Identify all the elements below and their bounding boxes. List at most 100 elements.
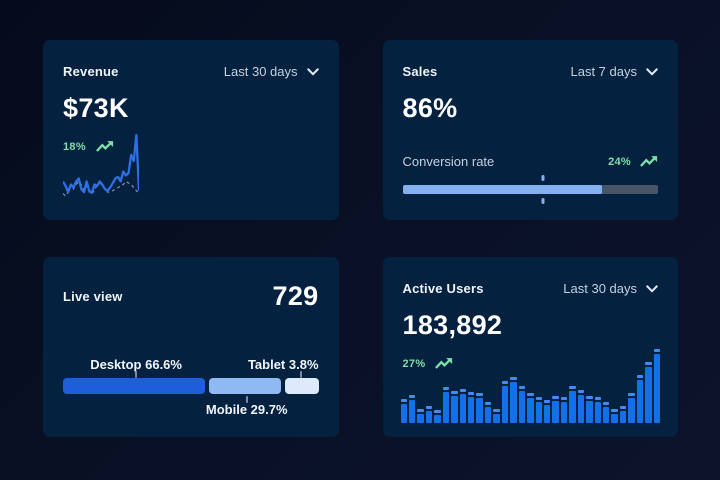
active-users-card: Active Users Last 30 days 183,892 27% bbox=[382, 257, 678, 437]
bar-cap bbox=[501, 380, 509, 384]
sales-card: Sales Last 7 days 86% Conversion rate 24… bbox=[382, 40, 678, 220]
bar-body bbox=[417, 413, 424, 423]
revenue-range-dropdown[interactable]: Last 30 days bbox=[224, 64, 319, 79]
bar-cap bbox=[451, 391, 458, 395]
desktop-tick bbox=[135, 371, 138, 378]
user-bar bbox=[476, 393, 483, 423]
bar-cap bbox=[476, 393, 483, 397]
bar-cap bbox=[468, 391, 475, 395]
bar-cap bbox=[425, 405, 433, 409]
bar-body bbox=[408, 399, 416, 423]
progress-track bbox=[402, 185, 658, 194]
bar-cap bbox=[527, 393, 534, 397]
sales-delta: 24% bbox=[608, 155, 631, 168]
user-bar bbox=[442, 387, 450, 423]
user-bar bbox=[417, 408, 424, 423]
bar-body bbox=[577, 394, 585, 423]
bar-cap bbox=[408, 394, 416, 398]
bar-cap bbox=[535, 397, 542, 401]
live-view-title: Live view bbox=[63, 289, 123, 304]
active-users-delta: 27% bbox=[402, 357, 426, 370]
active-users-range-dropdown[interactable]: Last 30 days bbox=[563, 281, 658, 296]
conversion-rate-delta: 24% bbox=[608, 155, 658, 168]
bar-cap bbox=[594, 397, 601, 401]
trending-up-icon bbox=[640, 156, 658, 167]
bar-cap bbox=[560, 397, 568, 401]
revenue-delta-row: 18% bbox=[63, 140, 319, 153]
user-bar bbox=[493, 408, 500, 423]
chevron-down-icon bbox=[306, 67, 319, 75]
bar-cap bbox=[603, 401, 610, 405]
user-bar bbox=[577, 389, 585, 423]
sales-range-label: Last 7 days bbox=[570, 64, 638, 79]
tablet-tick bbox=[300, 371, 303, 378]
bar-body bbox=[442, 392, 450, 423]
user-bar bbox=[425, 405, 433, 423]
active-users-range-label: Last 30 days bbox=[563, 281, 637, 296]
bar-body bbox=[459, 393, 466, 423]
user-bar bbox=[535, 397, 542, 423]
user-bar bbox=[510, 377, 517, 423]
sales-range-dropdown[interactable]: Last 7 days bbox=[571, 64, 659, 79]
bar-body bbox=[425, 410, 433, 423]
active-users-value: 183,892 bbox=[402, 310, 503, 340]
bar-body bbox=[594, 402, 601, 423]
live-view-value: 729 bbox=[272, 281, 319, 311]
bar-body bbox=[476, 398, 483, 423]
bar-cap bbox=[653, 349, 661, 352]
sales-card-header: Sales Last 7 days bbox=[403, 64, 659, 79]
segment-mobile bbox=[208, 378, 282, 394]
user-bar bbox=[611, 408, 618, 423]
bar-cap bbox=[611, 408, 618, 412]
bar-cap bbox=[577, 389, 585, 393]
user-bar bbox=[628, 393, 635, 423]
bar-body bbox=[611, 413, 618, 423]
conversion-rate-label: Conversion rate bbox=[402, 154, 495, 169]
chevron-down-icon bbox=[646, 67, 658, 75]
conversion-progress bbox=[402, 175, 658, 204]
live-view-header: Live view 729 bbox=[63, 281, 319, 312]
bar-body bbox=[603, 406, 610, 423]
bar-body bbox=[518, 391, 526, 423]
live-view-card: Live view 729 Desktop 66.6% Tablet 3.8% … bbox=[43, 257, 339, 437]
user-bar bbox=[468, 391, 475, 423]
bar-body bbox=[543, 405, 551, 423]
bar-cap bbox=[636, 374, 644, 378]
trending-up-icon bbox=[95, 141, 114, 152]
user-bar bbox=[552, 395, 559, 423]
sales-value: 86% bbox=[402, 93, 458, 123]
tablet-label: Tablet 3.8% bbox=[247, 357, 319, 372]
user-bar bbox=[594, 397, 601, 423]
bar-body bbox=[535, 402, 542, 423]
progress-fill bbox=[402, 185, 602, 194]
revenue-card: Revenue Last 30 days $73K 18% bbox=[43, 40, 339, 220]
bar-body bbox=[493, 413, 500, 423]
user-bar bbox=[527, 393, 534, 423]
bar-cap bbox=[645, 361, 652, 365]
trending-up-icon bbox=[435, 358, 453, 369]
user-bar bbox=[434, 409, 441, 423]
user-bar bbox=[518, 386, 526, 423]
segment-desktop bbox=[63, 378, 205, 394]
bar-cap bbox=[510, 377, 517, 381]
user-bar bbox=[451, 391, 458, 423]
bar-cap bbox=[442, 387, 450, 391]
bar-body bbox=[569, 391, 576, 423]
bar-body bbox=[451, 396, 458, 423]
mobile-tick bbox=[245, 396, 248, 403]
revenue-range-label: Last 30 days bbox=[223, 64, 298, 79]
user-bar bbox=[653, 349, 661, 423]
user-bar bbox=[560, 397, 568, 423]
bar-cap bbox=[543, 400, 551, 404]
user-bar bbox=[619, 405, 627, 423]
bar-body bbox=[628, 398, 635, 423]
bar-body bbox=[484, 407, 492, 423]
bar-body bbox=[653, 354, 661, 423]
revenue-card-header: Revenue Last 30 days bbox=[63, 64, 319, 79]
user-bar bbox=[408, 394, 416, 423]
revenue-title: Revenue bbox=[63, 64, 119, 79]
user-bar bbox=[569, 386, 576, 423]
bar-cap bbox=[400, 399, 407, 403]
bar-cap bbox=[493, 408, 500, 412]
bar-cap bbox=[628, 393, 635, 397]
